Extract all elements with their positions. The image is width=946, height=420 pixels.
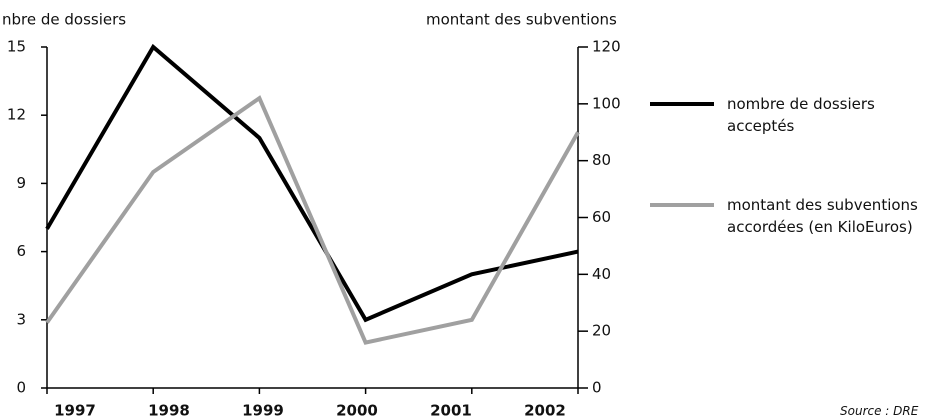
- x-tick-label: 2001: [430, 402, 472, 420]
- y2-tick-label: 60: [592, 208, 611, 226]
- x-tick-label: 1998: [148, 402, 190, 420]
- x-tick-label: 1997: [54, 402, 96, 420]
- y2-tick-label: 0: [592, 379, 602, 397]
- y2-tick-label: 20: [592, 322, 611, 340]
- y-tick-label: 15: [7, 38, 26, 56]
- y-tick-label: 6: [16, 242, 26, 260]
- y2-tick-label: 120: [592, 38, 621, 56]
- source: Source : DRE: [840, 404, 919, 418]
- line-series: [45, 95, 580, 345]
- legend-label: nombre de dossiers acceptés: [727, 95, 875, 135]
- legend-label: montant des subventions accordées (en Ki…: [727, 196, 918, 236]
- y2-tick-label: 40: [592, 265, 611, 283]
- y-tick-label: 12: [7, 106, 26, 124]
- y-tick-label: 3: [16, 310, 26, 328]
- line-series: [45, 43, 579, 323]
- y-tick-label: 0: [16, 379, 26, 397]
- x-tick-label: 1999: [242, 402, 284, 420]
- x-tick-label: 2000: [336, 402, 378, 420]
- x-tick-label: 2002: [524, 402, 566, 420]
- y2-tick-label: 100: [592, 94, 621, 112]
- y-tick-label: 9: [16, 174, 26, 192]
- y-axis-title: nbre de dossiers: [2, 11, 126, 29]
- y2-tick-label: 80: [592, 151, 611, 169]
- y2-axis-title: montant des subventions: [426, 11, 617, 29]
